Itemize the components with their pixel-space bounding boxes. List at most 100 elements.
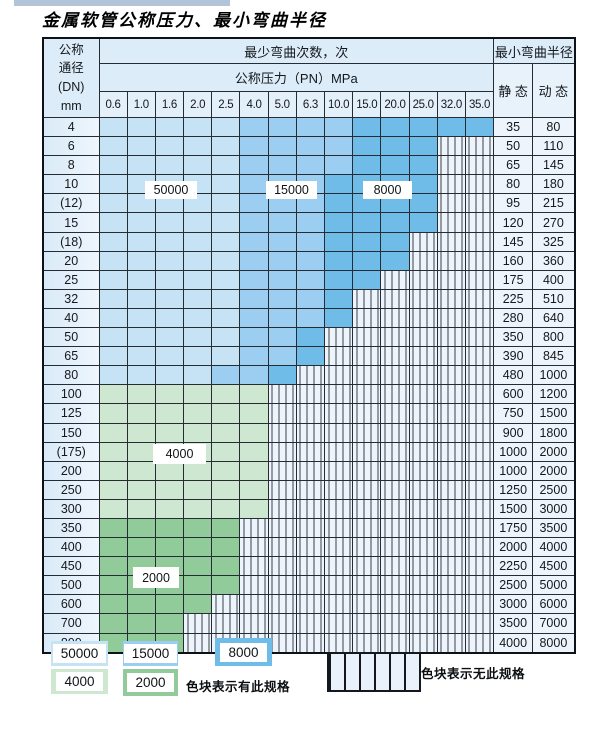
- spec-cell: [154, 365, 185, 386]
- legend-chip: 8000: [215, 638, 272, 666]
- no-spec-cell: [183, 632, 213, 654]
- spec-cell: [98, 174, 128, 195]
- dn-cell: 4: [42, 116, 100, 138]
- no-spec-cell: [267, 613, 297, 634]
- dn-cell: 250: [42, 479, 100, 500]
- no-spec-cell: [436, 517, 466, 539]
- no-spec-cell: [295, 498, 326, 519]
- dn-cell: 100: [42, 384, 100, 405]
- spec-cell: [211, 365, 241, 386]
- table-row: 100 600 1200: [42, 384, 576, 405]
- no-spec-cell: [267, 537, 297, 558]
- spec-cell: [323, 288, 354, 309]
- no-spec-cell: [323, 498, 354, 519]
- dynamic-value-cell: 4000: [532, 537, 576, 558]
- spec-cell: [126, 613, 156, 634]
- no-spec-cell: [436, 136, 466, 157]
- static-value-cell: 80: [493, 174, 534, 195]
- spec-cell: [239, 327, 269, 348]
- legend-chip: 15000: [123, 641, 178, 666]
- no-spec-cell: [323, 575, 354, 596]
- spec-cell: [267, 155, 297, 176]
- spec-cell: [267, 346, 297, 367]
- dynamic-value-cell: 325: [532, 231, 576, 252]
- spec-cell: [211, 556, 241, 577]
- legend-no-spec-label: 色块表示无此规格: [421, 667, 526, 681]
- no-spec-cell: [323, 517, 354, 539]
- header-static: 静 态: [493, 63, 534, 118]
- legend-chip: 50000: [51, 641, 108, 666]
- static-value-cell: 2000: [493, 537, 534, 558]
- spec-cell: [352, 136, 382, 157]
- spec-cell: [183, 575, 213, 596]
- spec-cell: [126, 422, 156, 443]
- table-row: 400 2000 4000: [42, 537, 576, 558]
- spec-cell: [380, 250, 410, 271]
- spec-cell: [126, 288, 156, 309]
- no-spec-cell: [380, 613, 410, 634]
- static-value-cell: 350: [493, 327, 534, 348]
- spec-cell: [239, 479, 269, 500]
- no-spec-cell: [211, 594, 241, 615]
- static-value-cell: 480: [493, 365, 534, 386]
- spec-cell: [154, 269, 185, 290]
- spec-cell: [323, 212, 354, 233]
- no-spec-cell: [323, 613, 354, 634]
- no-spec-cell: [352, 537, 382, 558]
- spec-cell: [408, 212, 438, 233]
- no-spec-cell: [436, 594, 466, 615]
- header-dynamic: 动 态: [532, 63, 576, 118]
- spec-cell: [183, 288, 213, 309]
- spec-cell: [267, 288, 297, 309]
- static-value-cell: 35: [493, 116, 534, 138]
- spec-cell: [239, 498, 269, 519]
- table-row: 500 2500 5000: [42, 575, 576, 596]
- no-spec-cell: [408, 632, 438, 654]
- dynamic-value-cell: 1200: [532, 384, 576, 405]
- no-spec-cell: [436, 384, 466, 405]
- header-pressure-value: 2.0: [183, 91, 213, 118]
- spec-cell: [98, 594, 128, 615]
- no-spec-cell: [352, 384, 382, 405]
- no-spec-cell: [464, 479, 495, 500]
- spec-cell: [126, 116, 156, 138]
- dn-cell: (175): [42, 441, 100, 462]
- no-spec-cell: [408, 327, 438, 348]
- dynamic-value-cell: 800: [532, 327, 576, 348]
- header-pressure-value: 0.6: [98, 91, 128, 118]
- spec-cell: [295, 346, 326, 367]
- no-spec-cell: [323, 460, 354, 481]
- spec-cell: [98, 346, 128, 367]
- spec-cell: [239, 288, 269, 309]
- spec-cell: [98, 250, 128, 271]
- static-value-cell: 1250: [493, 479, 534, 500]
- static-value-cell: 160: [493, 250, 534, 271]
- spec-cell: [183, 250, 213, 271]
- table-row: 6 50 110: [42, 136, 576, 157]
- no-spec-cell: [436, 327, 466, 348]
- no-spec-cell: [380, 365, 410, 386]
- static-value-cell: 280: [493, 307, 534, 329]
- no-spec-cell: [408, 307, 438, 329]
- spec-cell: [154, 212, 185, 233]
- spec-cell: [380, 136, 410, 157]
- spec-cell: [98, 479, 128, 500]
- no-spec-cell: [408, 365, 438, 386]
- spec-cell: [154, 537, 185, 558]
- dynamic-value-cell: 5000: [532, 575, 576, 596]
- no-spec-cell: [295, 632, 326, 654]
- no-spec-cell: [436, 288, 466, 309]
- no-spec-cell: [380, 441, 410, 462]
- no-spec-cell: [408, 422, 438, 443]
- spec-cell: [239, 116, 269, 138]
- spec-cell: [211, 193, 241, 214]
- spec-cell: [380, 231, 410, 252]
- spec-cell: [126, 327, 156, 348]
- no-spec-cell: [267, 384, 297, 405]
- spec-cell: [183, 327, 213, 348]
- dynamic-value-cell: 640: [532, 307, 576, 329]
- spec-cell: [98, 193, 128, 214]
- no-spec-cell: [408, 346, 438, 367]
- spec-cell: [126, 136, 156, 157]
- spec-cell: [267, 231, 297, 252]
